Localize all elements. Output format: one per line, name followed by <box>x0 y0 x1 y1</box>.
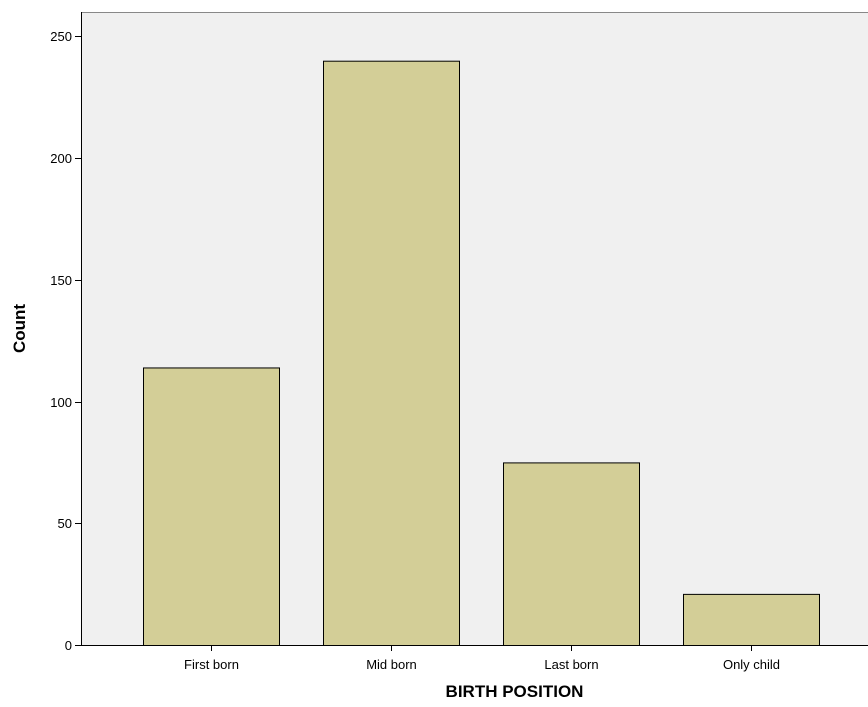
bar-only-child <box>683 593 820 646</box>
y-tick-label: 200 <box>50 151 72 166</box>
x-tick-label: Mid born <box>366 657 417 672</box>
y-tick-label: 100 <box>50 395 72 410</box>
x-axis-title: BIRTH POSITION <box>446 682 584 701</box>
y-tick-label: 0 <box>65 638 72 653</box>
y-tick-label: 50 <box>58 516 72 531</box>
x-axis: First born Mid born Last born Only child <box>81 645 868 672</box>
bar-mid-born <box>323 60 460 646</box>
x-tick-label: First born <box>184 657 239 672</box>
bar-last-born <box>503 462 640 646</box>
bar-first-born <box>143 367 280 646</box>
y-tick-label: 150 <box>50 273 72 288</box>
x-tick-label: Last born <box>544 657 598 672</box>
x-tick-label: Only child <box>723 657 780 672</box>
y-tick-label: 250 <box>50 29 72 44</box>
y-axis: 0 50 100 150 200 250 <box>50 12 82 653</box>
y-axis-title: Count <box>10 304 29 353</box>
